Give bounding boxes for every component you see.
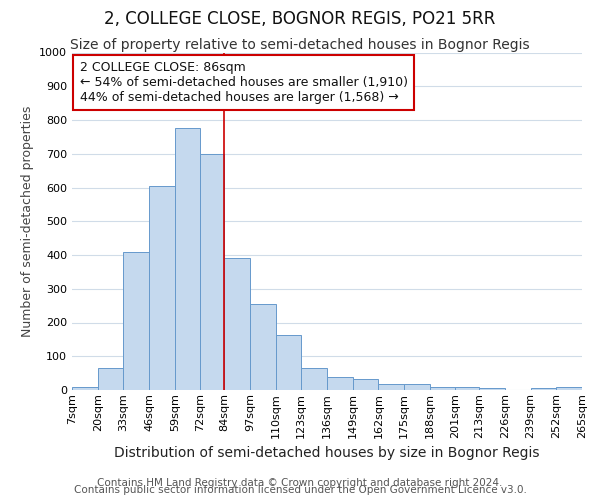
- Bar: [327, 376, 353, 390]
- Bar: [479, 388, 505, 390]
- Bar: [250, 304, 275, 390]
- Y-axis label: Number of semi-detached properties: Number of semi-detached properties: [20, 106, 34, 337]
- Bar: [379, 384, 404, 390]
- Text: 2 COLLEGE CLOSE: 86sqm
← 54% of semi-detached houses are smaller (1,910)
44% of : 2 COLLEGE CLOSE: 86sqm ← 54% of semi-det…: [80, 61, 407, 104]
- Bar: [98, 368, 124, 390]
- Bar: [124, 252, 149, 390]
- Bar: [301, 368, 327, 390]
- Bar: [149, 186, 175, 390]
- Bar: [224, 258, 250, 390]
- Bar: [404, 384, 430, 390]
- Bar: [530, 388, 556, 390]
- Bar: [275, 336, 301, 390]
- Text: Contains HM Land Registry data © Crown copyright and database right 2024.: Contains HM Land Registry data © Crown c…: [97, 478, 503, 488]
- Text: Contains public sector information licensed under the Open Government Licence v3: Contains public sector information licen…: [74, 485, 526, 495]
- Text: 2, COLLEGE CLOSE, BOGNOR REGIS, PO21 5RR: 2, COLLEGE CLOSE, BOGNOR REGIS, PO21 5RR: [104, 10, 496, 28]
- Bar: [556, 388, 582, 390]
- X-axis label: Distribution of semi-detached houses by size in Bognor Regis: Distribution of semi-detached houses by …: [114, 446, 540, 460]
- Bar: [353, 379, 379, 390]
- Bar: [200, 154, 224, 390]
- Bar: [72, 388, 98, 390]
- Bar: [430, 388, 455, 390]
- Bar: [175, 128, 200, 390]
- Bar: [455, 386, 479, 390]
- Text: Size of property relative to semi-detached houses in Bognor Regis: Size of property relative to semi-detach…: [70, 38, 530, 52]
